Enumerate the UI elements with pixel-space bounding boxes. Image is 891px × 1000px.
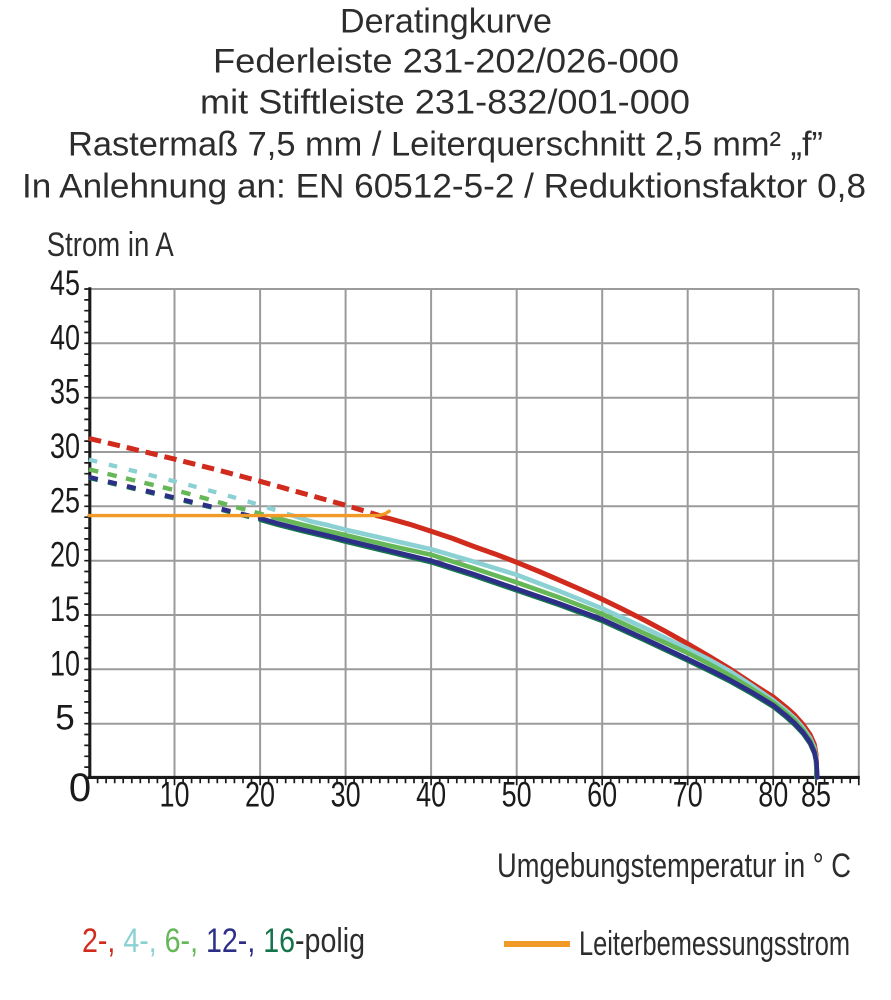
svg-text:20: 20: [50, 536, 80, 575]
svg-text:80: 80: [758, 776, 788, 815]
svg-text:20: 20: [245, 776, 275, 815]
svg-text:In Anlehnung an: EN 60512-5-2: In Anlehnung an: EN 60512-5-2 / Reduktio…: [22, 168, 866, 206]
svg-text:70: 70: [673, 776, 703, 815]
svg-text:40: 40: [50, 318, 80, 357]
svg-text:30: 30: [331, 776, 361, 815]
svg-text:Leiterbemessungsstrom: Leiterbemessungsstrom: [579, 925, 850, 963]
svg-text:50: 50: [502, 776, 532, 815]
svg-text:45: 45: [50, 264, 80, 303]
svg-text:Rastermaß 7,5 mm / Leiterquers: Rastermaß 7,5 mm / Leiterquerschnitt 2,5…: [68, 126, 823, 164]
svg-text:25: 25: [50, 481, 80, 520]
svg-text:Federleiste 231-202/026-000: Federleiste 231-202/026-000: [213, 43, 679, 81]
svg-text:35: 35: [50, 373, 80, 412]
svg-text:40: 40: [416, 776, 446, 815]
svg-text:5: 5: [55, 699, 74, 738]
svg-text:Deratingkurve: Deratingkurve: [340, 3, 552, 41]
svg-text:85: 85: [801, 776, 831, 815]
svg-text:10: 10: [50, 644, 80, 683]
svg-text:30: 30: [50, 427, 80, 466]
svg-text:2-, 4-, 6-, 12-, 16-polig: 2-, 4-, 6-, 12-, 16-polig: [82, 922, 365, 960]
svg-text:Umgebungstemperatur in ° C: Umgebungstemperatur in ° C: [497, 847, 851, 885]
svg-text:Strom in A: Strom in A: [47, 226, 174, 264]
svg-text:mit Stiftleiste 231-832/001-00: mit Stiftleiste 231-832/001-000: [200, 84, 690, 122]
svg-text:0: 0: [69, 766, 91, 810]
svg-text:10: 10: [160, 776, 190, 815]
svg-text:15: 15: [50, 590, 80, 629]
svg-text:60: 60: [587, 776, 617, 815]
